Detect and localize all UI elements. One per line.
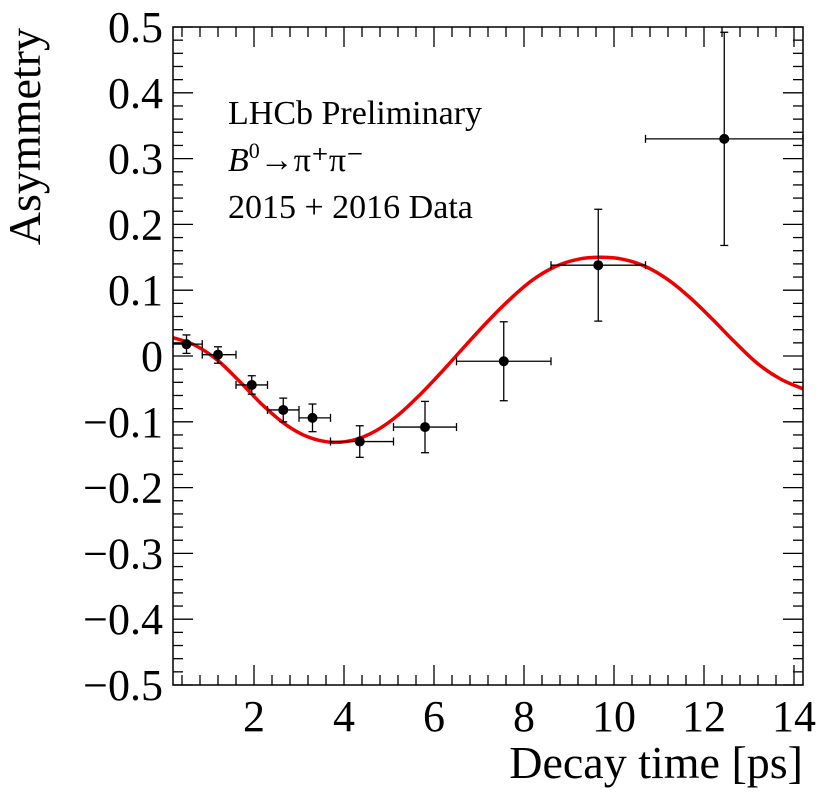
data-marker bbox=[354, 436, 365, 447]
tick-labels-group: 2 4 6 8 10 12 14 −0.5 −0.4 −0.3 −0.2 −0.1 0 0.1 0.2 0.3… bbox=[83, 3, 816, 741]
data-point bbox=[266, 397, 300, 423]
data-point bbox=[455, 321, 552, 402]
y-tick-label: −0.2 bbox=[83, 464, 163, 513]
data-marker bbox=[593, 260, 604, 271]
y-tick-label: −0.4 bbox=[83, 595, 163, 644]
fit-curve-group bbox=[172, 255, 804, 445]
y-tick-label: −0.5 bbox=[83, 661, 163, 710]
annotation-dataset: 2015 + 2016 Data bbox=[228, 189, 473, 226]
data-point bbox=[644, 31, 804, 247]
data-marker bbox=[213, 349, 223, 360]
annotation-decay: B0→π⁺π⁻ bbox=[228, 138, 364, 179]
y-axis-label: Asymmetry bbox=[0, 28, 50, 245]
data-points-group bbox=[172, 31, 804, 458]
plot-frame bbox=[172, 26, 804, 686]
data-point bbox=[392, 400, 458, 454]
x-tick-label: 8 bbox=[513, 692, 535, 741]
data-marker bbox=[719, 133, 730, 144]
x-axis-label: Decay time [ps] bbox=[509, 737, 803, 788]
x-tick-label: 12 bbox=[682, 692, 726, 741]
data-marker bbox=[307, 412, 318, 423]
data-point bbox=[201, 346, 237, 364]
data-marker bbox=[420, 422, 430, 433]
decay-b-superscript: 0 bbox=[249, 138, 260, 163]
data-point bbox=[298, 403, 332, 433]
x-tick-label: 4 bbox=[333, 692, 355, 741]
y-tick-label: 0.3 bbox=[108, 135, 163, 184]
x-tick-label: 2 bbox=[243, 692, 265, 741]
data-point bbox=[235, 375, 269, 395]
y-tick-label: 0.4 bbox=[108, 69, 163, 118]
y-tick-label: −0.1 bbox=[83, 398, 163, 447]
tick-marks bbox=[173, 26, 803, 686]
y-tick-label: −0.3 bbox=[83, 529, 163, 578]
y-tick-label: 0.2 bbox=[108, 200, 163, 249]
decay-products: →π⁺π⁻ bbox=[260, 142, 364, 179]
data-marker bbox=[278, 404, 289, 415]
y-tick-label: 0 bbox=[141, 332, 163, 381]
data-point bbox=[550, 208, 647, 322]
x-tick-label: 6 bbox=[423, 692, 445, 741]
data-marker bbox=[181, 339, 192, 350]
y-tick-label: 0.5 bbox=[108, 3, 163, 52]
data-marker bbox=[498, 356, 509, 367]
data-marker bbox=[246, 379, 257, 390]
y-tick-label: 0.1 bbox=[108, 266, 163, 315]
fit-curve bbox=[172, 255, 804, 445]
x-tick-label: 10 bbox=[592, 692, 636, 741]
annotation-lhcb: LHCb Preliminary bbox=[228, 95, 482, 132]
x-tick-label: 14 bbox=[772, 692, 816, 741]
data-point bbox=[329, 425, 395, 458]
decay-b: B bbox=[228, 142, 249, 179]
